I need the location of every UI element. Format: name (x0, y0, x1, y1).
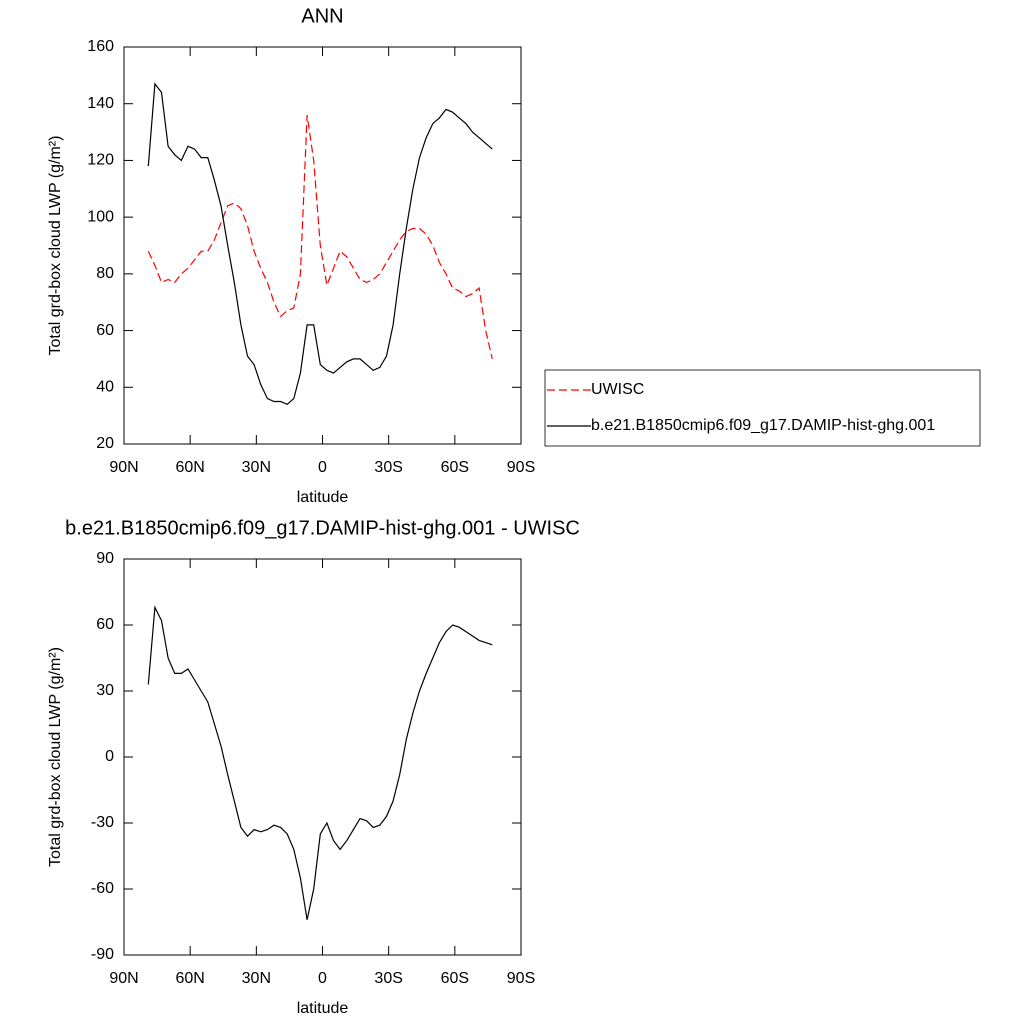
data-line (147, 115, 493, 360)
plot-frame (123, 46, 522, 445)
y-tick-label: -90 (91, 946, 114, 963)
y-axis-label: Total grd-box cloud LWP (g/m²) (47, 647, 64, 867)
legend-box (544, 369, 981, 447)
y-tick-label: 100 (87, 208, 114, 225)
x-tick-label: 60S (441, 970, 469, 987)
x-tick-label: 90S (507, 459, 535, 476)
chart-title: b.e21.B1850cmip6.f09_g17.DAMIP-hist-ghg.… (65, 517, 580, 539)
y-tick-label: 160 (87, 38, 114, 55)
legend-label: UWISC (591, 381, 644, 398)
x-tick-label: 0 (318, 970, 327, 987)
x-axis-label: latitude (297, 489, 349, 506)
y-tick-label: -30 (91, 814, 114, 831)
y-tick-label: 40 (96, 379, 114, 396)
x-tick-label: 90S (507, 970, 535, 987)
data-line (147, 605, 493, 920)
y-tick-label: 60 (96, 322, 114, 339)
x-tick-label: 60N (175, 459, 204, 476)
y-axis-label: Total grd-box cloud LWP (g/m²) (47, 136, 64, 356)
y-tick-label: 60 (96, 616, 114, 633)
y-tick-label: 140 (87, 95, 114, 112)
x-tick-label: 90N (109, 970, 138, 987)
x-tick-label: 60S (441, 459, 469, 476)
data-line (147, 82, 493, 405)
x-tick-label: 30N (242, 970, 271, 987)
y-tick-label: 30 (96, 682, 114, 699)
x-tick-label: 60N (175, 970, 204, 987)
y-tick-label: 80 (96, 265, 114, 282)
y-tick-label: 0 (105, 748, 114, 765)
y-tick-label: -60 (91, 880, 114, 897)
y-tick-label: 20 (96, 435, 114, 452)
legend-label: b.e21.B1850cmip6.f09_g17.DAMIP-hist-ghg.… (591, 417, 935, 434)
chart-title: ANN (301, 5, 343, 27)
y-tick-label: 90 (96, 550, 114, 567)
plot-frame (123, 558, 522, 956)
x-tick-label: 0 (318, 459, 327, 476)
x-tick-label: 30S (374, 970, 402, 987)
x-tick-label: 30N (242, 459, 271, 476)
y-tick-label: 120 (87, 152, 114, 169)
x-tick-label: 30S (374, 459, 402, 476)
x-tick-label: 90N (109, 459, 138, 476)
x-axis-label: latitude (297, 1000, 349, 1017)
